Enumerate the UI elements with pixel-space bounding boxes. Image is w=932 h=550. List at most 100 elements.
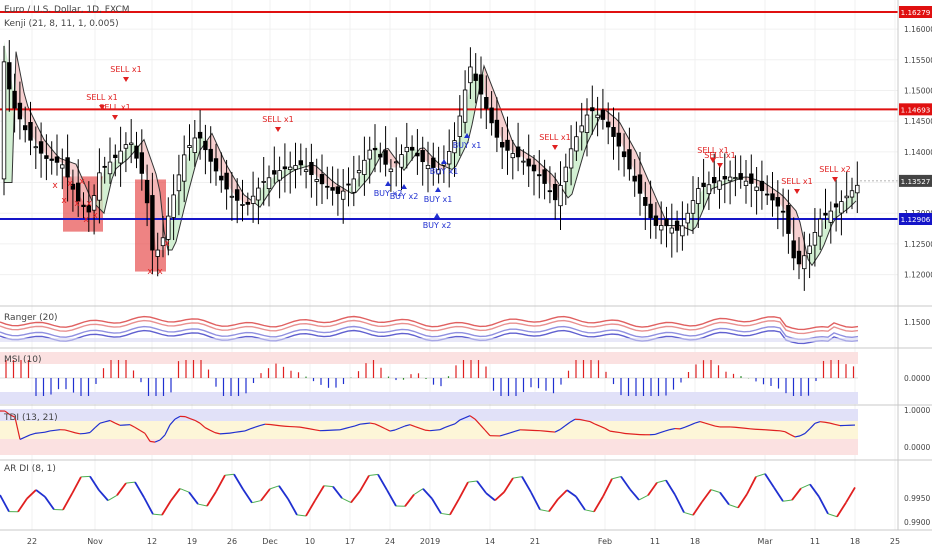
sell-arrow-icon <box>832 177 838 182</box>
ardi-line-segment <box>611 475 622 480</box>
ardi-line-segment <box>629 488 640 501</box>
tdi-line-segment <box>204 427 211 431</box>
ranger-band <box>0 319 859 335</box>
ardi-line-segment <box>458 481 469 500</box>
candle-down <box>611 126 616 137</box>
tdi-line-segment <box>734 426 741 429</box>
candle-up <box>659 225 664 231</box>
indicator-title: Kenji (21, 8, 11, 1, 0.005) <box>4 19 119 29</box>
tdi-line-segment <box>779 430 786 433</box>
candle-up <box>166 215 171 240</box>
candle-up <box>192 137 197 153</box>
ribbon-bull-segment <box>472 71 476 125</box>
tdi-line-segment <box>479 424 486 431</box>
tdi-line-segment <box>409 424 416 428</box>
candle-down <box>197 131 203 139</box>
candle-up <box>568 148 574 169</box>
msi-panel-title: MSI (10) <box>4 355 42 365</box>
candle-down <box>203 140 208 151</box>
stop-x-icon: x <box>52 181 58 191</box>
tdi-line-segment <box>89 427 96 433</box>
ardi-line-segment <box>710 489 721 493</box>
candle-up <box>171 194 176 218</box>
tdi-line-segment <box>194 419 201 424</box>
panel-tick-label: 0.0000 <box>904 443 930 452</box>
ribbon-bear-segment <box>36 123 40 147</box>
panel-tick-label: 0.9900 <box>904 518 930 527</box>
tdi-line-segment <box>244 428 251 432</box>
ribbon-bull-segment <box>832 210 836 225</box>
candle-down <box>49 158 54 161</box>
candle-down <box>28 122 33 141</box>
tdi-line-segment <box>689 422 696 426</box>
candle-down <box>234 189 240 201</box>
buy-arrow-icon <box>434 213 440 218</box>
ardi-line-segment <box>539 509 550 512</box>
candle-down <box>701 182 706 188</box>
candle-down <box>219 175 224 181</box>
tdi-line-segment <box>679 426 686 430</box>
stop-x-icon: x <box>61 196 67 206</box>
ardi-line-segment <box>62 493 73 511</box>
candle-down <box>606 121 611 128</box>
ardi-line-segment <box>818 496 829 515</box>
candle-down <box>208 148 213 162</box>
candle-down <box>54 156 60 163</box>
ardi-line-segment <box>440 512 451 516</box>
candle-up <box>717 180 722 190</box>
candle-up <box>839 201 844 214</box>
tdi-line-segment <box>699 421 706 424</box>
tdi-line-segment <box>394 427 401 431</box>
price-level-pill <box>899 213 932 225</box>
candle-up <box>181 154 187 182</box>
candle-down <box>823 212 828 216</box>
tdi-line-segment <box>49 429 56 432</box>
candle-up <box>436 169 441 175</box>
tdi-line-segment <box>174 415 181 420</box>
candle-down <box>44 155 49 159</box>
candle-up <box>155 249 160 257</box>
ardi-line-segment <box>44 496 55 511</box>
time-tick-label: 11 <box>810 537 820 546</box>
ranger-fill <box>0 338 858 342</box>
tdi-line-segment <box>694 421 701 424</box>
tdi-line-segment <box>369 422 376 425</box>
candle-down <box>616 132 621 147</box>
candle-up <box>828 210 833 223</box>
candle-down <box>590 107 595 112</box>
candle-up <box>229 195 235 198</box>
tdi-line-segment <box>64 429 71 432</box>
sell-arrow-icon <box>794 189 800 194</box>
candle-up <box>446 151 452 165</box>
price-level-label: 1.16279 <box>901 8 931 17</box>
candle-down <box>547 190 553 193</box>
candle-down <box>600 109 606 120</box>
tdi-line-segment <box>449 423 456 427</box>
candle-down <box>786 204 791 234</box>
ardi-line-segment <box>224 473 235 476</box>
price-levels <box>0 11 898 220</box>
tdi-line-segment <box>14 417 21 440</box>
candle-up <box>314 179 319 182</box>
tdi-line-segment <box>419 427 426 431</box>
sell-arrow-icon <box>112 115 118 120</box>
buy-signal-label: BUY x1 <box>453 141 482 150</box>
sell-arrow-icon <box>123 77 129 82</box>
buy-signal-label: BUY x2 <box>374 189 403 198</box>
candle-up <box>356 170 362 174</box>
time-tick-label: 14 <box>485 537 495 546</box>
tdi-line-segment <box>74 432 81 435</box>
tdi-line-segment <box>359 423 366 425</box>
sell-arrow-icon <box>552 145 558 150</box>
candle-up <box>510 153 515 159</box>
ardi-line-segment <box>512 476 523 479</box>
tdi-line-segment <box>229 431 236 434</box>
candle-down <box>749 173 754 184</box>
ribbon-bear-segment <box>624 130 628 157</box>
buy-signal-label: BUY x2 <box>423 221 452 230</box>
ranger-panel-title: Ranger (20) <box>4 313 58 323</box>
ribbon-bull-segment <box>100 170 104 214</box>
tdi-line-segment <box>459 417 466 421</box>
sell-signal-label: SELL x2 <box>819 165 850 174</box>
